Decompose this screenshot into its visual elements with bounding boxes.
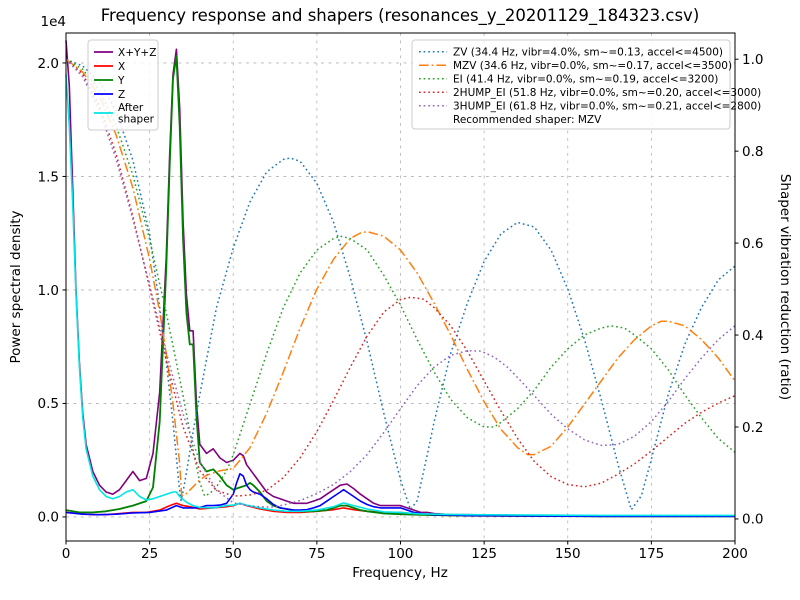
- y-right-tick-label: 0.8: [742, 144, 763, 160]
- legend-label-xyz: X+Y+Z: [118, 47, 156, 59]
- x-tick-label: 50: [225, 546, 242, 562]
- y-right-tick-label: 0.6: [742, 236, 763, 252]
- series-curves: [65, 40, 736, 518]
- y-left-tick-label: 1.5: [38, 169, 59, 185]
- y-right-tick-label: 1.0: [742, 52, 763, 68]
- series-xyz: [65, 40, 735, 517]
- y-right-tick-label: 0.0: [742, 512, 763, 528]
- y-left-axis-label: Power spectral density: [8, 210, 24, 363]
- legend-item-y: Y: [94, 75, 125, 87]
- legend-item-ei: EI (41.4 Hz, vibr=0.0%, sm~=0.19, accel<…: [419, 74, 718, 86]
- x-tick-label: 200: [722, 546, 748, 562]
- y-left-tick-label: 2.0: [38, 56, 59, 72]
- x-tick-label: 75: [308, 546, 325, 562]
- legend-label-y: Y: [117, 75, 125, 87]
- y-right-tick-label: 0.2: [742, 420, 763, 436]
- legend-item-3hump-ei: 3HUMP_EI (61.8 Hz, vibr=0.0%, sm~=0.21, …: [419, 101, 761, 113]
- series-z: [65, 472, 735, 518]
- chart-title: Frequency response and shapers (resonanc…: [101, 6, 700, 26]
- x-tick-label: 150: [555, 546, 581, 562]
- x-tick-label: 125: [471, 546, 497, 562]
- legend-label-mzv: MZV (34.6 Hz, vibr=0.0%, sm~=0.17, accel…: [453, 60, 732, 72]
- legend-item-xyz: X+Y+Z: [94, 47, 156, 59]
- legend-item-x: X: [94, 61, 125, 73]
- legend-label-3hump-ei: 3HUMP_EI (61.8 Hz, vibr=0.0%, sm~=0.21, …: [453, 101, 761, 113]
- legend-label-x: X: [118, 61, 125, 73]
- shaper-legend-box: [411, 39, 731, 130]
- y-right-axis-label: Shaper vibration reduction (ratio): [777, 174, 793, 400]
- series-zv: [65, 58, 736, 511]
- axis-ticks: 0 25 50 75 100 125 150 175 200 0.0 0.5 1.0 1.5 2.0 0.0…: [38, 52, 764, 562]
- y-left-tick-label: 1.0: [38, 283, 59, 299]
- x-axis-label: Frequency, Hz: [352, 565, 448, 581]
- x-tick-label: 0: [62, 546, 71, 562]
- y-left-tick-label: 0.5: [38, 396, 59, 412]
- series-after-shaper: [65, 74, 735, 517]
- x-tick-label: 25: [141, 546, 158, 562]
- x-tick-label: 100: [388, 546, 414, 562]
- legend-label-after-shaper: After: [118, 102, 144, 114]
- legend-item-2hump-ei: 2HUMP_EI (51.8 Hz, vibr=0.0%, sm~=0.20, …: [419, 87, 761, 99]
- legend-item-mzv: MZV (34.6 Hz, vibr=0.0%, sm~=0.17, accel…: [419, 60, 732, 72]
- psd-legend-box: [87, 39, 159, 131]
- y-left-offset-text: 1e4: [41, 14, 66, 30]
- legend-label-after-shaper: shaper: [118, 114, 155, 126]
- legend-label-ei: EI (41.4 Hz, vibr=0.0%, sm~=0.19, accel<…: [453, 74, 718, 86]
- series-2hump-ei: [65, 58, 736, 497]
- legend-label-2hump-ei: 2HUMP_EI (51.8 Hz, vibr=0.0%, sm~=0.20, …: [453, 87, 761, 99]
- series-mzv: [65, 58, 736, 497]
- legend-item-zv: ZV (34.4 Hz, vibr=4.0%, sm~=0.13, accel<…: [419, 47, 723, 59]
- legend-item-z: Z: [94, 89, 125, 101]
- recommended-shaper-note: Recommended shaper: MZV: [453, 114, 602, 126]
- y-right-tick-label: 0.4: [742, 328, 763, 344]
- series-ei: [65, 58, 736, 497]
- legend-label-z: Z: [118, 89, 125, 101]
- legend-label-zv: ZV (34.4 Hz, vibr=4.0%, sm~=0.13, accel<…: [453, 47, 723, 59]
- x-tick-label: 175: [638, 546, 664, 562]
- y-left-tick-label: 0.0: [38, 510, 59, 526]
